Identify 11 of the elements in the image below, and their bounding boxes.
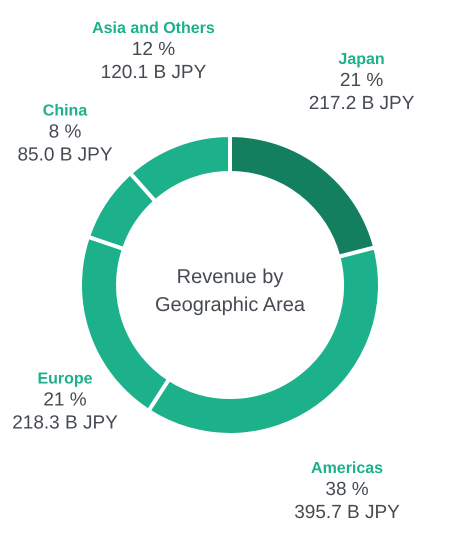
data-label: 8 % 85.0 B JPY: [17, 121, 113, 166]
slice-label: Asia and Others: [92, 20, 215, 38]
text: Revenue by Geographic Area: [154, 266, 306, 316]
data-label: 12 % 120.1 B JPY: [100, 39, 207, 84]
data-label: 21 % 217.2 B JPY: [308, 70, 415, 114]
data-label: 21 % 218.3 B JPY: [12, 390, 118, 434]
slice-label: Japan: [338, 50, 385, 68]
slice-label: Europe: [37, 370, 93, 388]
slice-label: Americas: [311, 460, 384, 477]
slice-label: China: [42, 102, 88, 120]
data-label: 38 % 395.7 B JPY: [294, 479, 400, 523]
